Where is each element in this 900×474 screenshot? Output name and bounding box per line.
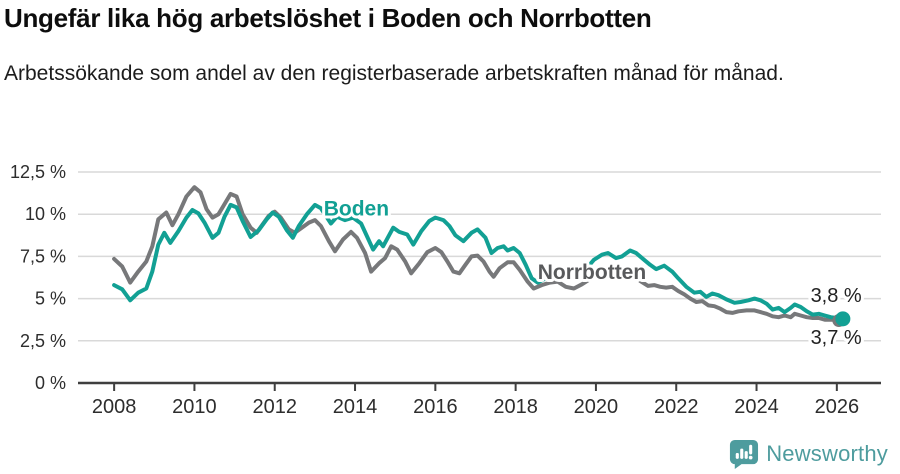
x-axis-tick-label: 2018 bbox=[493, 396, 538, 418]
x-axis-tick-label: 2026 bbox=[815, 396, 860, 418]
x-axis-tick-label: 2022 bbox=[654, 396, 699, 418]
y-axis-tick-label: 0 % bbox=[35, 373, 66, 393]
x-axis-tick-label: 2008 bbox=[92, 396, 137, 418]
annotation-halo-Norrbotten: Norrbotten bbox=[538, 261, 647, 284]
newsworthy-wordmark: Newsworthy bbox=[766, 440, 888, 466]
annotation-Norrbotten: Norrbotten bbox=[538, 261, 647, 284]
annotation-Boden: Boden bbox=[324, 197, 389, 220]
annotation-37: 3,7 % bbox=[811, 327, 862, 349]
x-axis-tick-label: 2012 bbox=[252, 396, 297, 418]
chart-subtitle: Arbetssökande som andel av den registerb… bbox=[4, 62, 784, 85]
y-axis-tick-label: 12,5 % bbox=[10, 162, 66, 182]
x-axis-tick-label: 2024 bbox=[734, 396, 779, 418]
annotation-halo-37: 3,7 % bbox=[811, 327, 862, 349]
y-axis-tick-label: 2,5 % bbox=[20, 331, 66, 351]
line-chart: 0 % 2,5 % 5 % 7,5 % 10 % 12,5 % 2008 2010 2012 20… bbox=[10, 162, 881, 418]
newsworthy-icon bbox=[730, 439, 759, 469]
newsworthy-logo: Newsworthy bbox=[728, 438, 888, 469]
annotation-38: 3,8 % bbox=[811, 285, 862, 307]
x-axis-tick-label: 2014 bbox=[333, 396, 378, 418]
boden-line bbox=[112, 202, 845, 321]
norrbotten-line bbox=[112, 185, 841, 323]
y-axis-tick-label: 7,5 % bbox=[20, 246, 66, 266]
y-axis-tick-label: 5 % bbox=[35, 289, 66, 309]
x-axis-tick-label: 2010 bbox=[172, 396, 217, 418]
annotation-halo-38: 3,8 % bbox=[811, 285, 862, 307]
annotation-halo-Boden: Boden bbox=[324, 197, 389, 220]
x-axis-tick-label: 2016 bbox=[413, 396, 458, 418]
page-title: Ungefär lika hög arbetslöshet i Boden oc… bbox=[4, 3, 652, 33]
boden-end-dot bbox=[835, 311, 851, 327]
x-axis-tick-label: 2020 bbox=[574, 396, 619, 418]
y-axis-tick-label: 10 % bbox=[25, 204, 66, 224]
